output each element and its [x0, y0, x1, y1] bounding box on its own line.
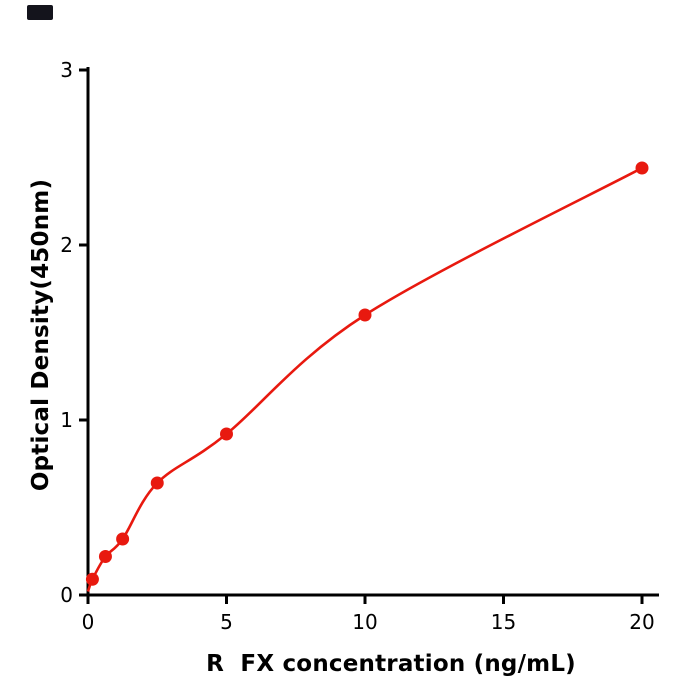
data-point: [635, 161, 649, 175]
data-point: [220, 427, 233, 441]
data-point: [358, 308, 372, 322]
x-tick-label: 15: [491, 610, 516, 634]
data-point: [150, 476, 164, 490]
data-point: [98, 550, 112, 563]
y-tick-label: 3: [60, 58, 73, 82]
y-axis-title: Optical Density(450nm): [28, 178, 54, 492]
data-point: [116, 532, 130, 546]
corner-mark: [27, 5, 53, 20]
x-axis-title: R FX concentration (ng/mL): [206, 651, 576, 677]
y-tick-label: 1: [60, 408, 73, 432]
data-point: [85, 572, 99, 586]
x-tick-label: 0: [82, 610, 95, 634]
fit-curve: [86, 166, 643, 592]
x-tick-label: 5: [220, 610, 233, 634]
x-tick-label: 10: [352, 610, 377, 634]
y-tick-label: 2: [60, 233, 73, 257]
x-tick-label: 20: [629, 610, 654, 634]
y-tick-label: 0: [60, 583, 73, 607]
